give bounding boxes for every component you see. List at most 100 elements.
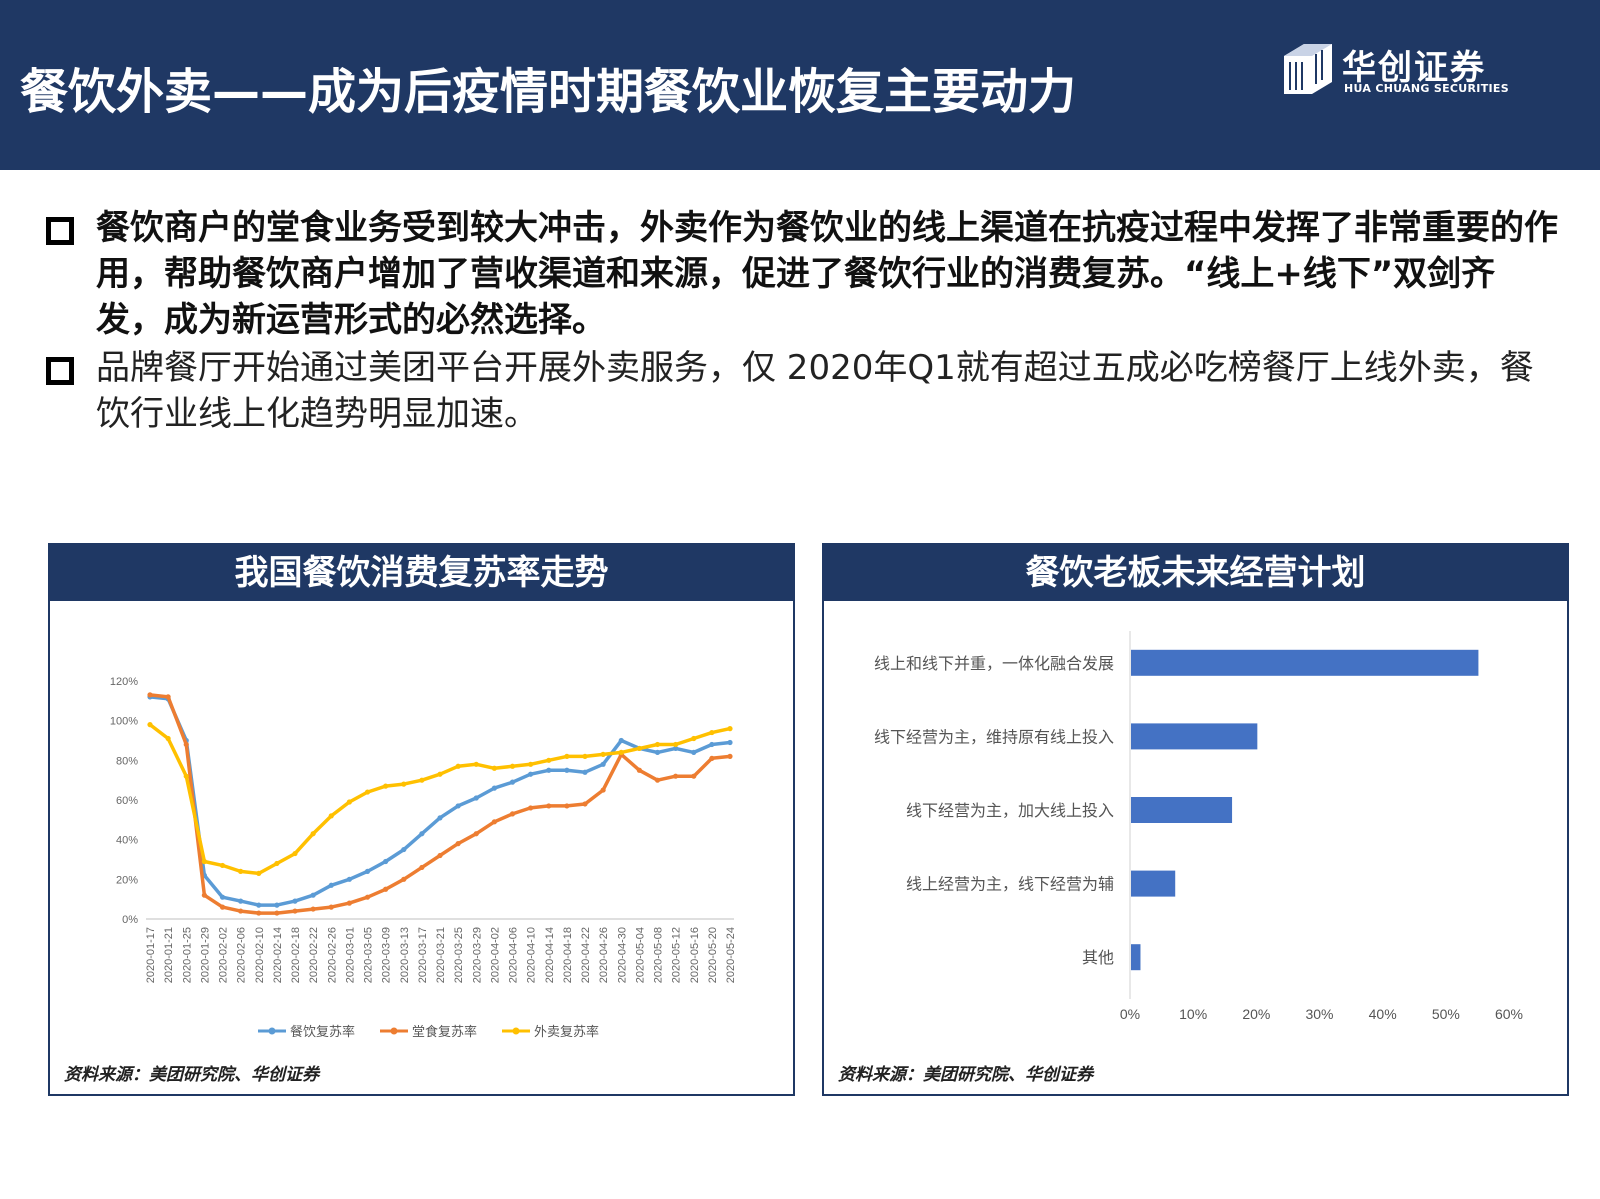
data-point [727, 739, 733, 746]
data-point [582, 769, 588, 775]
series-line-3 [148, 722, 732, 876]
y-tick-label: 40% [116, 835, 138, 847]
data-point [238, 908, 244, 914]
data-point [147, 692, 153, 698]
x-tick-label: 30% [1305, 1006, 1333, 1022]
line-chart: 0% 20% 40% 60% 80% 100% 120% 2020-01-17 2020-01-… [110, 676, 737, 1040]
square-bullet-icon [46, 217, 74, 245]
data-point [727, 753, 733, 759]
data-point [419, 864, 425, 871]
y-tick-label: 0% [122, 914, 138, 926]
data-point [383, 783, 389, 789]
x-tick-label: 2020-02-14 [272, 927, 284, 983]
category-label: 线上和线下并重，一体化融合发展 [874, 654, 1114, 673]
data-point [165, 735, 171, 742]
data-point [509, 779, 516, 785]
data-point [600, 761, 606, 767]
series-line-1 [148, 695, 732, 907]
data-point [346, 900, 352, 906]
data-point [455, 841, 461, 847]
data-point [636, 745, 642, 752]
y-tick-label: 20% [116, 874, 138, 886]
x-tick-label: 2020-04-22 [580, 927, 592, 983]
bullet-item: 品牌餐厅开始通过美团平台开展外卖服务，仅 2020年Q1就有超过五成必吃榜餐厅上… [40, 345, 1560, 437]
data-point [346, 876, 352, 882]
x-tick-label: 2020-01-29 [199, 927, 211, 983]
x-tick-label: 40% [1369, 1006, 1397, 1022]
x-tick-label: 0% [1120, 1006, 1140, 1022]
x-tick-label: 2020-01-25 [181, 927, 193, 983]
x-tick-label: 2020-04-18 [562, 927, 574, 983]
data-point [292, 898, 298, 904]
bullet-item: 餐饮商户的堂食业务受到较大冲击，外卖作为餐饮业的线上渠道在抗疫过程中发挥了非常重… [40, 205, 1560, 343]
x-tick-label: 2020-05-04 [634, 927, 646, 983]
data-point [654, 749, 661, 755]
data-point [274, 910, 280, 916]
x-tick-label: 2020-02-18 [290, 927, 302, 983]
data-point [383, 886, 389, 892]
data-point [709, 729, 715, 736]
series-line-2 [148, 693, 732, 915]
x-tick-label: 2020-02-10 [254, 927, 266, 983]
category-label: 线上经营为主，线下经营为辅 [906, 875, 1114, 894]
x-tick-label: 2020-05-16 [689, 927, 701, 983]
data-point [509, 763, 516, 769]
data-point [328, 813, 334, 819]
line-chart-panel: 我国餐饮消费复苏率走势 0% 20% 40% 60% 80% 100% 120% 2020-0… [48, 543, 795, 1096]
data-point [219, 862, 226, 869]
data-point [256, 910, 262, 916]
data-point [691, 735, 697, 742]
data-point [274, 860, 280, 867]
data-point [582, 753, 588, 759]
data-point [709, 741, 715, 748]
legend-label: 餐饮复苏率 [290, 1024, 355, 1040]
data-point [310, 892, 316, 898]
legend-label: 堂食复苏率 [412, 1024, 477, 1040]
x-tick-label: 2020-03-13 [399, 927, 411, 983]
bar-chart: 线上和线下并重，一体化融合发展线下经营为主，维持原有线上投入线下经营为主，加大线… [874, 631, 1523, 1022]
x-tick-label: 2020-03-09 [381, 927, 393, 983]
data-point [528, 771, 534, 777]
data-point [546, 757, 552, 763]
x-tick-label: 2020-03-21 [435, 927, 447, 983]
logo-icon [1284, 44, 1332, 94]
bar [1131, 870, 1176, 897]
data-point [292, 908, 298, 914]
data-point [328, 904, 334, 910]
data-point [364, 868, 371, 874]
data-point [310, 831, 316, 837]
data-point [346, 799, 352, 805]
data-point [654, 741, 661, 748]
data-point [473, 831, 479, 837]
legend-marker [268, 1027, 276, 1035]
data-point [618, 737, 624, 744]
data-point [491, 819, 497, 825]
data-point [219, 894, 226, 900]
y-tick-label: 100% [110, 716, 138, 728]
x-tick-label: 2020-02-06 [236, 927, 248, 983]
data-point [238, 898, 244, 904]
x-tick-label: 50% [1432, 1006, 1460, 1022]
x-tick-label: 2020-04-06 [508, 927, 520, 983]
line-chart-title: 我国餐饮消费复苏率走势 [50, 545, 793, 601]
bar [1131, 649, 1479, 676]
x-tick-label: 2020-03-25 [453, 927, 465, 983]
y-tick-label: 80% [116, 755, 138, 767]
category-label: 线下经营为主，加大线上投入 [906, 801, 1114, 820]
data-point [727, 726, 733, 732]
data-point [274, 902, 280, 908]
data-point [419, 831, 425, 837]
x-tick-label: 2020-01-21 [163, 927, 175, 983]
data-point [219, 904, 226, 910]
bar-chart-title: 餐饮老板未来经营计划 [824, 545, 1567, 601]
data-point [546, 803, 552, 809]
bar-chart-panel: 餐饮老板未来经营计划 线上和线下并重，一体化融合发展 线下经营为主，维持原有线上投… [822, 543, 1569, 1096]
logo-name: 华创证券 [1342, 48, 1486, 88]
data-point [364, 789, 371, 795]
x-tick-label: 2020-04-26 [598, 927, 610, 983]
data-point [383, 858, 389, 865]
x-tick-label: 60% [1495, 1006, 1523, 1022]
x-tick-label: 2020-05-20 [707, 927, 719, 983]
data-point [673, 741, 679, 748]
data-point [564, 767, 570, 773]
